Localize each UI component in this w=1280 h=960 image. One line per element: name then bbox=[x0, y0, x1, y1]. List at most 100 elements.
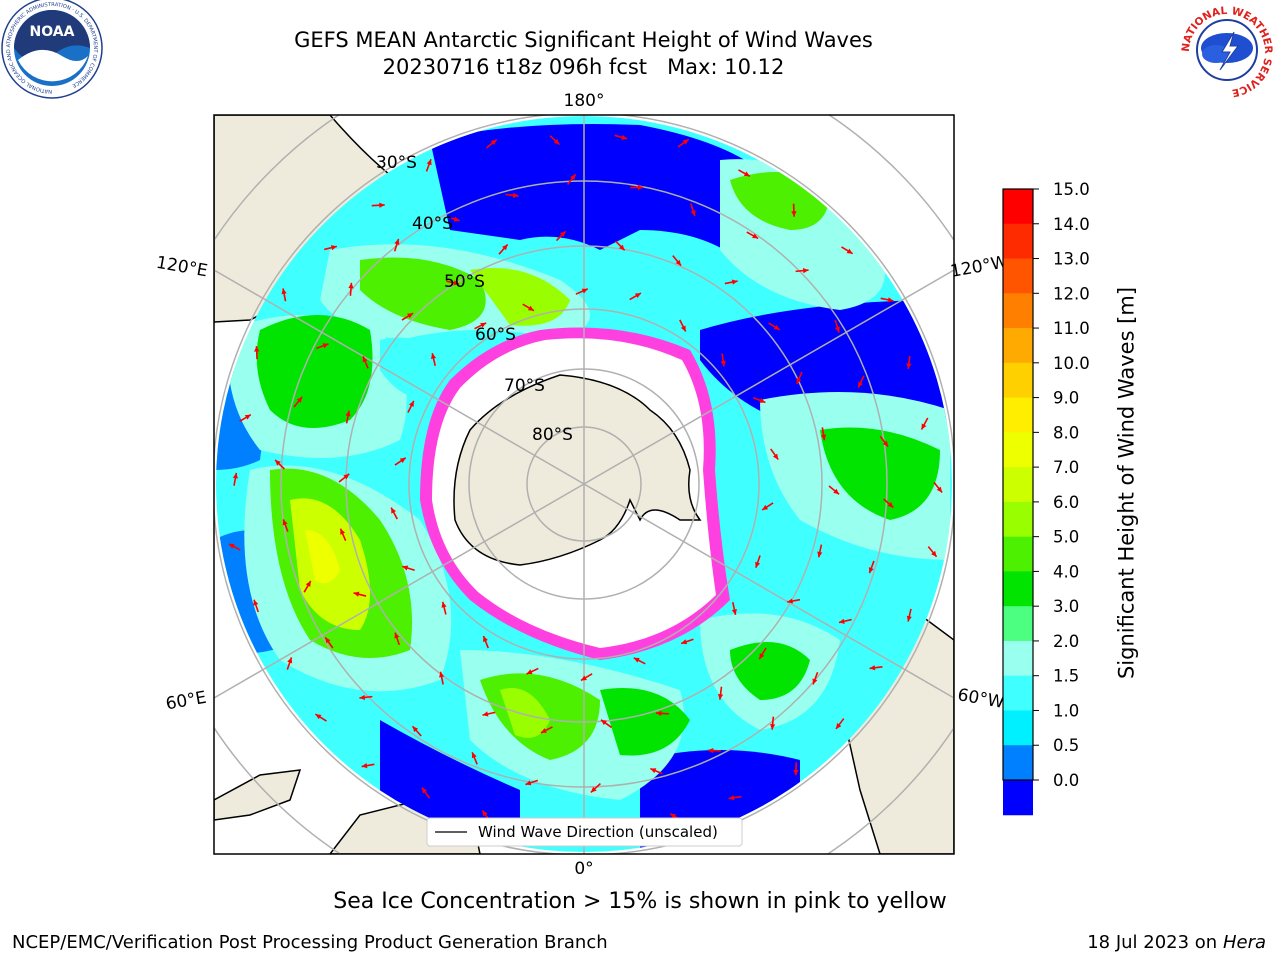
wave-direction-arrow-head bbox=[315, 714, 322, 720]
colorbar: 15.0 14.0 13.0 12.0 11.0 10.0 9.0 8.0 7.0 6.0 5.0 4… bbox=[1002, 180, 1090, 816]
wave-direction-arrow-head bbox=[820, 434, 827, 441]
wave-direction-arrow-head bbox=[394, 238, 400, 245]
wave-direction-arrow-head bbox=[833, 488, 840, 495]
colorbar-tick-label: 2.0 bbox=[1053, 632, 1079, 651]
wave-direction-arrow-head bbox=[526, 669, 533, 675]
wave-direction-arrow-head bbox=[759, 398, 766, 403]
colorbar-segment bbox=[1003, 293, 1033, 329]
legend: Wind Wave Direction (unscaled) bbox=[426, 817, 743, 847]
wave-direction-arrow-head bbox=[633, 657, 640, 663]
map-frame bbox=[213, 114, 955, 855]
wave-direction-arrow-head bbox=[887, 297, 894, 303]
colorbar-segment bbox=[1003, 536, 1033, 572]
colorbar-tick-label: 8.0 bbox=[1053, 423, 1079, 442]
footer-date: 18 Jul 2023 on Hera bbox=[1087, 932, 1266, 953]
wave-direction-arrow-head bbox=[793, 769, 799, 776]
wave-direction-arrow-head bbox=[772, 453, 779, 460]
colorbar-segment bbox=[1003, 606, 1033, 642]
wave-direction-arrow-head bbox=[399, 457, 406, 463]
wave-direction-arrow-head bbox=[244, 414, 251, 420]
wave-direction-arrow-head bbox=[906, 615, 912, 622]
colorbar-segment bbox=[1003, 501, 1033, 538]
wave-direction-arrow-head bbox=[743, 171, 750, 177]
wave-direction-arrow-head bbox=[655, 710, 662, 716]
colorbar-tick-label: 1.0 bbox=[1053, 701, 1079, 720]
colorbar-tick-label: 4.0 bbox=[1053, 562, 1079, 581]
wave-direction-arrow-head bbox=[931, 550, 937, 557]
wave-direction-arrow-head bbox=[670, 813, 677, 819]
wave-direction-arrow-head bbox=[773, 324, 780, 330]
wave-direction-arrow-head bbox=[559, 231, 566, 237]
wave-direction-arrow-head bbox=[282, 519, 288, 526]
wave-direction-arrow-head bbox=[483, 635, 488, 642]
wave-direction-arrow-head bbox=[581, 288, 588, 294]
wave-direction-arrow-head bbox=[717, 693, 724, 700]
wave-direction-arrow-head bbox=[343, 473, 350, 480]
lat-label-70s: 70°S bbox=[504, 376, 545, 396]
wave-direction-arrow-head bbox=[838, 618, 845, 624]
wave-direction-arrow-head bbox=[846, 248, 853, 254]
lat-label-40s: 40°S bbox=[412, 214, 453, 234]
wave-direction-arrow-head bbox=[409, 400, 414, 407]
wave-direction-arrow-head bbox=[869, 665, 876, 671]
wave-direction-arrow-head bbox=[275, 459, 281, 466]
wave-direction-arrow-head bbox=[707, 747, 714, 754]
graticule bbox=[214, 115, 954, 854]
wave-direction-arrow-head bbox=[834, 326, 840, 333]
colorbar-tick-label: 5.0 bbox=[1053, 528, 1079, 547]
wave-direction-arrow-head bbox=[253, 599, 259, 606]
wave-direction-arrow-head bbox=[600, 719, 607, 726]
footer-host: Hera bbox=[1222, 932, 1266, 953]
wave-direction-arrow-head bbox=[362, 356, 368, 363]
wave-direction-arrow-head bbox=[330, 245, 337, 251]
wave-direction-arrow-head bbox=[580, 675, 587, 681]
footer-date-text: 18 Jul 2023 on bbox=[1087, 932, 1223, 953]
lat-label-30s: 30°S bbox=[376, 153, 417, 173]
wave-direction-arrow-head bbox=[439, 671, 445, 678]
colorbar-label: Significant Height of Wind Waves [m] bbox=[1114, 286, 1139, 680]
wave-direction-arrow-head bbox=[482, 810, 488, 817]
wave-direction-arrow-head bbox=[802, 268, 809, 274]
wave-direction-arrow-head bbox=[762, 504, 769, 511]
wave-direction-arrow-head bbox=[650, 768, 657, 774]
wave-direction-arrow-head bbox=[858, 381, 863, 388]
colorbar-segment bbox=[1003, 189, 1033, 225]
footer-credit: NCEP/EMC/Verification Post Processing Pr… bbox=[12, 932, 608, 953]
colorbar-segment bbox=[1003, 223, 1033, 260]
lat-label-80s: 80°S bbox=[532, 425, 573, 445]
wave-direction-arrow-head bbox=[453, 280, 460, 286]
wave-direction-arrow-head bbox=[402, 565, 409, 571]
lon-label-60w: 60°W bbox=[956, 685, 1006, 713]
colorbar-tick-label: 3.0 bbox=[1053, 597, 1079, 616]
wave-direction-arrow-head bbox=[621, 134, 628, 140]
colorbar-segment bbox=[1003, 640, 1033, 677]
wave-direction-arrow-head bbox=[353, 591, 360, 597]
wave-direction-arrow-head bbox=[637, 184, 644, 191]
colorbar-tick-label: 1.5 bbox=[1053, 667, 1079, 686]
wave-direction-arrow-head bbox=[570, 174, 576, 181]
wave-direction-arrow-head bbox=[553, 138, 560, 145]
wave-direction-arrow-head bbox=[882, 440, 889, 447]
wave-direction-arrow-head bbox=[482, 711, 489, 717]
colorbar-segment bbox=[1003, 675, 1033, 711]
wave-direction-arrow-head bbox=[731, 609, 737, 615]
colorbar-segment bbox=[1003, 328, 1033, 364]
wave-direction-arrow-head bbox=[796, 377, 802, 384]
wave-direction-arrow-head bbox=[680, 325, 686, 332]
wave-direction-arrow-head bbox=[770, 724, 776, 730]
wave-direction-arrow-head bbox=[407, 313, 414, 319]
title-line-2: 20230716 t18z 096h fcst Max: 10.12 bbox=[382, 55, 785, 79]
wave-direction-arrow-head bbox=[675, 259, 682, 266]
wave-direction-arrow-head bbox=[906, 363, 912, 369]
land-antarctica bbox=[453, 374, 702, 566]
wave-direction-arrow-head bbox=[681, 639, 688, 645]
wave-direction-arrow-head bbox=[441, 601, 447, 608]
lat-label-60s: 60°S bbox=[475, 325, 516, 345]
colorbar-tick-label: 12.0 bbox=[1053, 284, 1090, 303]
wave-direction-arrow-head bbox=[412, 726, 419, 733]
wave-direction-arrow-head bbox=[921, 423, 927, 430]
wave-direction-arrow-head bbox=[720, 360, 726, 367]
lat-label-50s: 50°S bbox=[444, 272, 485, 292]
wave-direction-arrow-head bbox=[755, 561, 761, 568]
wave-direction-arrow-head bbox=[728, 795, 735, 801]
